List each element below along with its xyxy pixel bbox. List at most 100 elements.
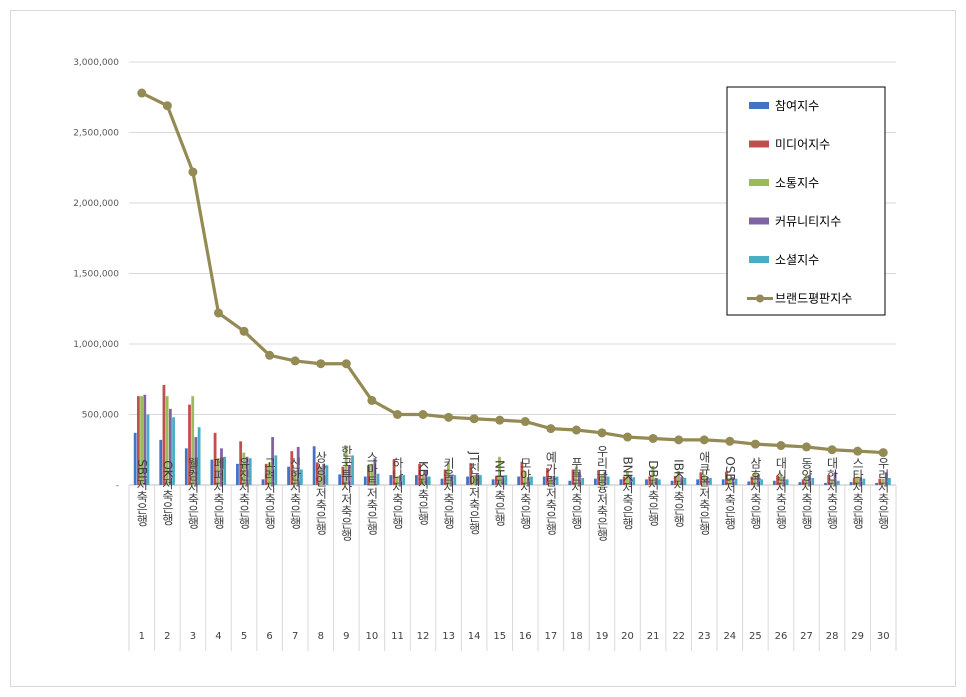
bar-6-소셜지수 <box>274 455 278 485</box>
rank-label: 17 <box>544 631 557 642</box>
bar-15-소통지수 <box>498 456 501 485</box>
bar-11-참여지수 <box>389 475 393 485</box>
rank-label: 23 <box>698 631 711 642</box>
line-point-15 <box>495 415 505 425</box>
bar-12-소통지수 <box>421 475 425 485</box>
bar-12-커뮤니티지수 <box>424 470 428 485</box>
rank-label: 10 <box>366 631 379 642</box>
bar-16-참여지수 <box>517 476 521 485</box>
bar-9-소통지수 <box>344 445 348 485</box>
bar-24-커뮤니티지수 <box>731 477 735 485</box>
bar-23-커뮤니티지수 <box>705 477 709 485</box>
category-label: 우리저축은행 <box>876 457 890 529</box>
rank-label: 13 <box>442 631 455 642</box>
bar-20-참여지수 <box>619 479 623 485</box>
line-point-27 <box>802 442 812 452</box>
bar-28-소셜지수 <box>836 480 840 485</box>
bar-25-참여지수 <box>747 481 751 485</box>
bar-7-소통지수 <box>293 470 297 485</box>
bar-23-소통지수 <box>702 474 706 485</box>
bar-2-소셜지수 <box>172 417 175 485</box>
bar-19-소셜지수 <box>606 476 610 485</box>
bar-15-커뮤니티지수 <box>501 476 505 485</box>
category-label: 우리금융저축은행 <box>595 445 609 541</box>
bar-30-소통지수 <box>881 478 885 485</box>
rank-label: 24 <box>723 631 736 642</box>
bar-20-커뮤니티지수 <box>629 475 632 485</box>
bar-17-소셜지수 <box>555 476 559 485</box>
bar-20-소통지수 <box>625 470 629 485</box>
y-tick-label: 2,500,000 <box>73 129 119 139</box>
bar-11-소셜지수 <box>402 475 406 485</box>
line-point-16 <box>520 417 530 427</box>
bar-21-소셜지수 <box>657 479 661 485</box>
bar-3-소셜지수 <box>197 427 201 485</box>
bar-21-미디어지수 <box>648 476 652 485</box>
bar-18-미디어지수 <box>571 469 575 485</box>
line-point-28 <box>827 445 837 455</box>
rank-label: 21 <box>647 631 660 642</box>
category-label: 고려저축은행 <box>263 457 277 529</box>
line-point-9 <box>341 359 351 369</box>
bar-5-커뮤니티지수 <box>245 456 249 485</box>
line-point-24 <box>725 436 735 446</box>
category-label: 스마트저축은행 <box>365 451 379 535</box>
bar-11-커뮤니티지수 <box>399 475 402 485</box>
rank-label: 9 <box>343 631 349 642</box>
bar-18-참여지수 <box>568 480 572 485</box>
bar-14-소통지수 <box>472 475 476 485</box>
category-label: OSB저축은행 <box>723 456 737 529</box>
rank-label: 19 <box>596 631 609 642</box>
bar-30-커뮤니티지수 <box>884 472 888 485</box>
category-label: 한국투자저축은행 <box>339 445 353 541</box>
category-label: BNK저축은행 <box>621 456 635 529</box>
bar-1-참여지수 <box>133 432 137 485</box>
category-label: 애큐온저축은행 <box>697 451 711 535</box>
line-point-4 <box>213 308 223 318</box>
y-tick-label: 1,000,000 <box>73 340 119 350</box>
bar-27-소통지수 <box>804 475 808 485</box>
bar-1-소셜지수 <box>146 414 150 485</box>
legend-swatch-marker <box>756 294 764 303</box>
y-tick-label: 2,000,000 <box>73 199 119 209</box>
bar-26-소통지수 <box>779 474 783 485</box>
chart-frame: - 500,000 1,000,000 1,500,000 2,000,000 2,500… <box>10 10 956 687</box>
bar-4-미디어지수 <box>213 432 217 485</box>
bar-14-소셜지수 <box>478 475 482 485</box>
line-point-26 <box>776 441 786 451</box>
bar-28-참여지수 <box>824 482 827 485</box>
legend-label: 참여지수 <box>775 99 819 113</box>
bar-24-미디어지수 <box>725 471 728 485</box>
rank-label: 27 <box>800 631 813 642</box>
bar-8-참여지수 <box>312 446 316 485</box>
bar-5-참여지수 <box>236 463 239 485</box>
bar-25-미디어지수 <box>750 476 754 485</box>
category-label: 페퍼저축은행 <box>211 457 225 529</box>
bar-8-소셜지수 <box>325 465 329 485</box>
bar-1-미디어지수 <box>136 396 140 485</box>
bar-23-참여지수 <box>696 479 700 485</box>
bar-6-미디어지수 <box>264 463 268 485</box>
y-tick-label: 3,000,000 <box>73 58 119 68</box>
bar-16-커뮤니티지수 <box>526 477 530 485</box>
bar-20-소셜지수 <box>632 477 636 485</box>
bar-7-커뮤니티지수 <box>296 446 300 485</box>
legend-swatch <box>749 179 769 186</box>
bar-9-미디어지수 <box>341 466 345 485</box>
bar-15-미디어지수 <box>494 476 498 485</box>
bar-4-소셜지수 <box>223 456 227 485</box>
bar-12-참여지수 <box>415 475 418 485</box>
rank-label: 26 <box>775 631 788 642</box>
bar-30-미디어지수 <box>878 478 882 485</box>
legend-label: 미디어지수 <box>775 138 830 152</box>
bar-17-소통지수 <box>549 475 553 485</box>
rank-label: 3 <box>190 631 196 642</box>
bar-30-소셜지수 <box>888 477 891 485</box>
bar-1-커뮤니티지수 <box>143 394 147 485</box>
bar-4-커뮤니티지수 <box>220 448 223 485</box>
bar-2-커뮤니티지수 <box>168 408 172 485</box>
bar-1-소통지수 <box>140 396 143 485</box>
bar-2-참여지수 <box>159 439 163 485</box>
rank-label: 16 <box>519 631 532 642</box>
bar-10-소셜지수 <box>376 473 380 485</box>
